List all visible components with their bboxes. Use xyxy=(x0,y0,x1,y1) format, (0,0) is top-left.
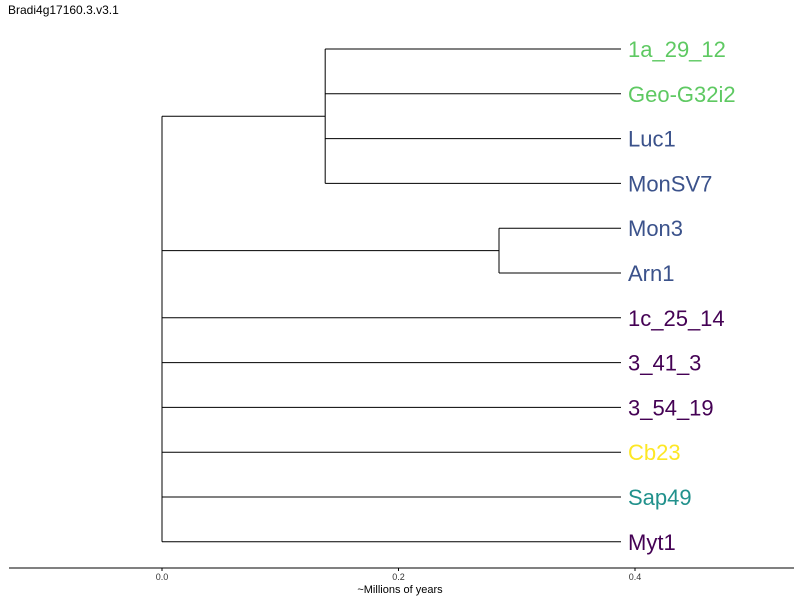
tree-branches xyxy=(161,48,621,543)
leaf-label: Geo-G32i2 xyxy=(628,82,736,107)
leaf-label: Mon3 xyxy=(628,216,683,241)
leaf-label: Luc1 xyxy=(628,127,676,152)
leaf-label: Cb23 xyxy=(628,440,681,465)
x-axis-ticks: 0.0 0.2 0.4 xyxy=(156,568,642,582)
chart-title: Bradi4g17160.3.v3.1 xyxy=(8,3,119,17)
x-tick-label: 0.0 xyxy=(156,572,169,582)
leaf-label: Sap49 xyxy=(628,485,692,510)
leaf-label: 3_54_19 xyxy=(628,395,714,420)
leaf-label: Arn1 xyxy=(628,261,674,286)
leaf-label: 1c_25_14 xyxy=(628,306,725,331)
x-tick-label: 0.4 xyxy=(629,572,642,582)
x-tick-label: 0.2 xyxy=(392,572,405,582)
leaf-labels: 1a_29_12 Geo-G32i2 Luc1 MonSV7 Mon3 Arn1 1c_25… xyxy=(628,37,736,555)
leaf-label: Myt1 xyxy=(628,530,676,555)
leaf-label: MonSV7 xyxy=(628,171,712,196)
x-axis-label: ~Millions of years xyxy=(357,584,443,596)
leaf-label: 3_41_3 xyxy=(628,351,701,376)
leaf-label: 1a_29_12 xyxy=(628,37,726,62)
